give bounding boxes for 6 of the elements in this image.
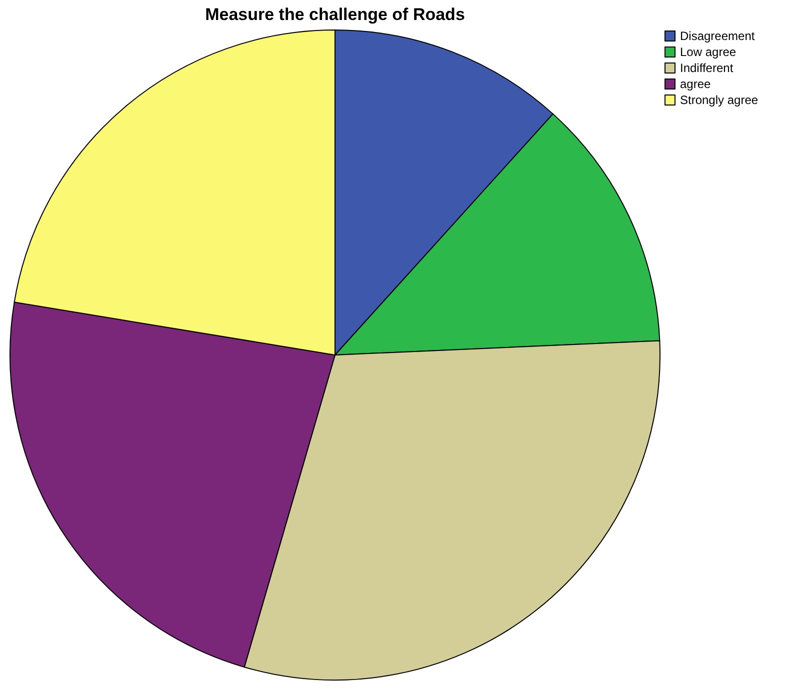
legend-label: Disagreement — [680, 29, 756, 43]
legend-label: Strongly agree — [680, 93, 758, 107]
legend-label: Indifferent — [680, 61, 734, 75]
chart-title: Measure the challenge of Roads — [205, 5, 465, 24]
legend-label: agree — [680, 77, 712, 91]
legend-label: Low agree — [680, 45, 736, 59]
